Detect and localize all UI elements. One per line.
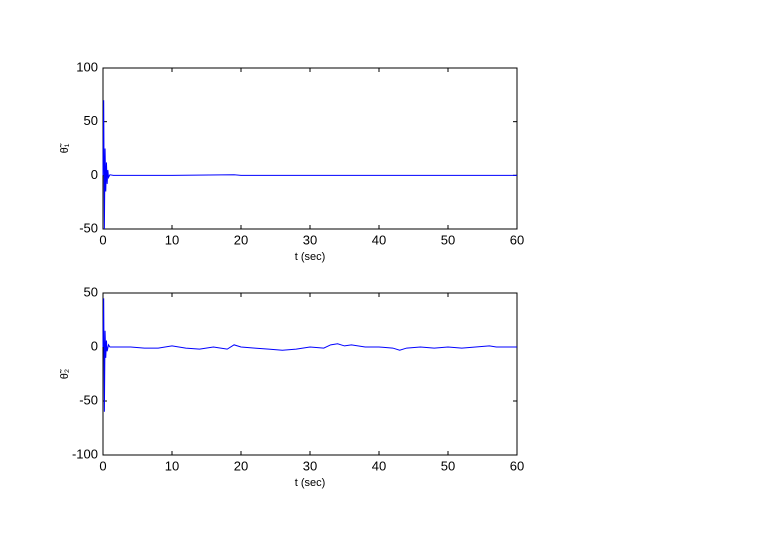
x-tick-label: 60	[510, 232, 524, 247]
y-tick-label: -50	[79, 220, 98, 235]
data-line	[102, 100, 517, 230]
y-tick-label: 100	[76, 59, 98, 74]
plot-frame	[102, 292, 518, 456]
x-tick-label: 60	[510, 458, 524, 473]
x-tick-label: 0	[99, 232, 106, 247]
y-tick-label: 50	[84, 113, 98, 128]
y-tick-label: 50	[84, 284, 98, 299]
x-axis-label: t (sec)	[295, 251, 326, 263]
x-tick-label: 50	[441, 458, 455, 473]
x-tick-label: 20	[234, 458, 248, 473]
data-line	[102, 298, 517, 412]
x-tick-label: 30	[303, 458, 317, 473]
x-tick-label: 50	[441, 232, 455, 247]
x-tick-label: 40	[372, 232, 386, 247]
x-tick-label: 10	[165, 458, 179, 473]
plot-frame	[102, 67, 518, 230]
x-tick-label: 0	[99, 458, 106, 473]
x-tick-label: 20	[234, 232, 248, 247]
y-axis-label: θ̃₁	[59, 143, 71, 153]
x-tick-label: 10	[165, 232, 179, 247]
y-tick-label: 0	[91, 338, 98, 353]
x-tick-label: 30	[303, 232, 317, 247]
y-tick-label: -100	[72, 446, 98, 461]
y-tick-label: 0	[91, 167, 98, 182]
y-tick-label: -50	[79, 392, 98, 407]
x-axis-label: t (sec)	[295, 477, 326, 489]
x-tick-label: 40	[372, 458, 386, 473]
y-axis-label: θ̃₂	[59, 369, 71, 379]
